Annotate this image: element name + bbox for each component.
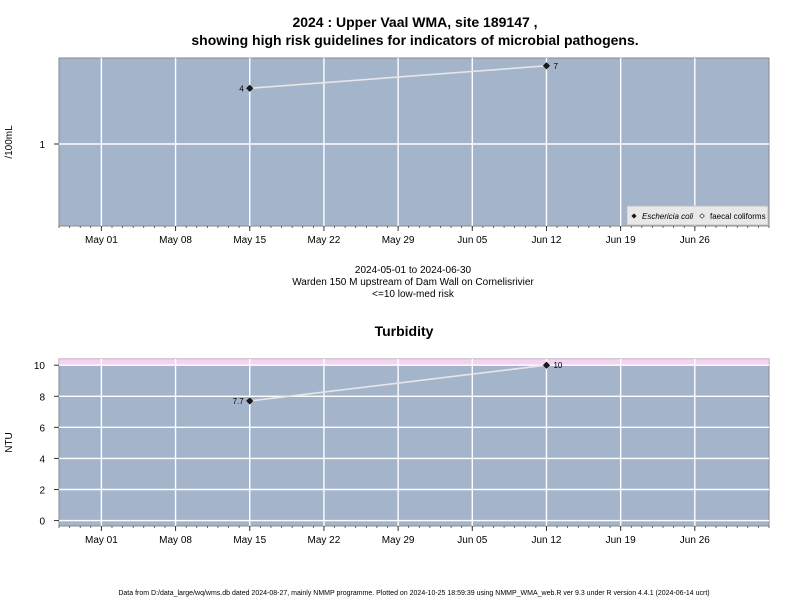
data-point: [542, 62, 551, 70]
x-tick-label: Jun 19: [606, 235, 636, 246]
x-tick-label: Jun 05: [457, 535, 487, 546]
series-line: [249, 65, 547, 90]
x-tick-label: May 08: [159, 235, 192, 246]
site-caption: Warden 150 M upstream of Dam Wall on Cor…: [292, 277, 534, 288]
figure-title-line2: showing high risk guidelines for indicat…: [191, 32, 638, 48]
ecoli-panel: May 01 May 08 May 15 May 22 May 29 Jun 05 Jun …: [4, 57, 770, 246]
y-tick-label: 2: [39, 485, 45, 496]
x-tick-label: May 29: [382, 535, 415, 546]
plot-area: [58, 358, 770, 527]
y-tick-label: 10: [34, 361, 46, 372]
x-tick-label: Jun 19: [606, 535, 636, 546]
x-tick-label: May 01: [85, 535, 118, 546]
turbidity-panel: May 01 May 08 May 15 May 22 May 29 Jun 05 Jun …: [4, 323, 770, 546]
x-tick-label: May 01: [85, 235, 118, 246]
data-point: [246, 84, 254, 92]
x-tick-label: May 15: [233, 235, 266, 246]
footer-note: Data from D:/data_large/wq/wms.db dated …: [118, 590, 709, 597]
data-label: 7.7: [233, 397, 245, 406]
series-line: [249, 364, 547, 402]
panel-title: Turbidity: [375, 323, 434, 339]
x-tick-label: May 15: [233, 535, 266, 546]
data-label: 7: [553, 62, 558, 71]
y-tick-label: 8: [39, 392, 45, 403]
legend-box: [626, 205, 769, 226]
plot-area: [58, 57, 770, 227]
y-tick-label: 1: [39, 140, 45, 151]
data-label: 10: [553, 361, 562, 370]
legend-marker-open: [699, 213, 705, 219]
y-tick-label: 4: [39, 454, 45, 465]
x-tick-label: May 22: [308, 535, 341, 546]
date-range-caption: 2024-05-01 to 2024-06-30: [355, 265, 472, 276]
y-axis-label: /100mL: [4, 125, 15, 159]
x-tick-label: Jun 05: [457, 235, 487, 246]
x-tick-label: May 29: [382, 235, 415, 246]
high-risk-band: [58, 358, 770, 366]
x-tick-label: Jun 12: [531, 235, 561, 246]
x-tick-label: Jun 26: [680, 235, 710, 246]
data-label: 4: [239, 84, 244, 93]
x-tick-label: May 08: [159, 535, 192, 546]
risk-caption: <=10 low-med risk: [372, 289, 455, 300]
data-point: [246, 397, 254, 405]
x-tick-label: Jun 26: [680, 535, 710, 546]
x-tick-label: Jun 12: [531, 535, 561, 546]
y-tick-label: 6: [39, 423, 45, 434]
data-point: [542, 361, 551, 369]
legend-label-faecal: faecal coliforms: [710, 212, 766, 221]
figure-title-line1: 2024 : Upper Vaal WMA, site 189147 ,: [292, 14, 537, 30]
y-tick-label: 0: [39, 517, 45, 528]
legend-label-ecoli: Eschericia coli: [642, 212, 693, 221]
x-tick-label: May 22: [308, 235, 341, 246]
y-axis-label: NTU: [4, 432, 15, 453]
legend-marker-filled: [631, 213, 637, 219]
